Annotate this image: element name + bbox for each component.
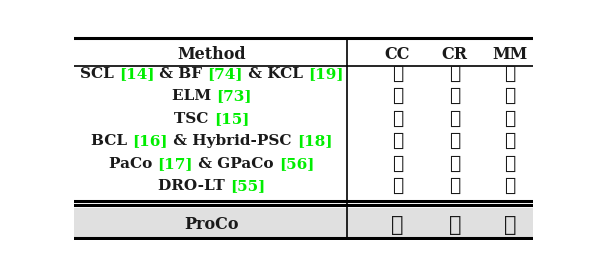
Text: ✓: ✓: [392, 177, 403, 195]
Text: & Hybrid-PSC: & Hybrid-PSC: [168, 134, 297, 148]
Text: ✗: ✗: [392, 87, 403, 105]
Text: & BF: & BF: [154, 67, 208, 81]
Text: ✗: ✗: [449, 65, 461, 83]
Text: [73]: [73]: [216, 89, 252, 103]
Text: TSC: TSC: [174, 112, 214, 126]
Text: ✗: ✗: [504, 132, 516, 150]
Text: ✓: ✓: [449, 215, 461, 235]
Text: SCL: SCL: [79, 67, 118, 81]
Text: [16]: [16]: [133, 134, 168, 148]
Text: ✗: ✗: [504, 65, 516, 83]
Text: [14]: [14]: [118, 67, 154, 81]
Text: ProCo: ProCo: [184, 216, 239, 233]
Bar: [74, 208, 533, 240]
Text: ✓: ✓: [504, 155, 516, 173]
Text: [74]: [74]: [208, 67, 243, 81]
Text: [18]: [18]: [297, 134, 332, 148]
Text: ✗: ✗: [449, 132, 461, 150]
Text: ✗: ✗: [504, 177, 516, 195]
Text: & KCL: & KCL: [243, 67, 308, 81]
Text: [56]: [56]: [279, 157, 314, 171]
Text: ✗: ✗: [449, 155, 461, 173]
Text: & GPaCo: & GPaCo: [193, 157, 279, 171]
Text: ✗: ✗: [504, 110, 516, 128]
Text: DRO-LT: DRO-LT: [158, 179, 230, 193]
Text: [15]: [15]: [214, 112, 249, 126]
Text: ✓: ✓: [449, 177, 461, 195]
Text: ✓: ✓: [449, 110, 461, 128]
Text: [17]: [17]: [157, 157, 193, 171]
Text: ✓: ✓: [392, 132, 403, 150]
Text: CC: CC: [385, 46, 410, 63]
Text: Method: Method: [178, 46, 246, 63]
Text: ✓: ✓: [504, 215, 516, 235]
Text: ELM: ELM: [172, 89, 216, 103]
Text: BCL: BCL: [91, 134, 133, 148]
Text: ✗: ✗: [449, 87, 461, 105]
Text: [19]: [19]: [308, 67, 344, 81]
Text: PaCo: PaCo: [109, 157, 157, 171]
Text: CR: CR: [442, 46, 468, 63]
Text: ✓: ✓: [504, 87, 516, 105]
Text: ✓: ✓: [392, 155, 403, 173]
Text: ✓: ✓: [391, 215, 404, 235]
Text: MM: MM: [492, 46, 527, 63]
Text: ✓: ✓: [392, 110, 403, 128]
Text: [55]: [55]: [230, 179, 265, 193]
Text: ✗: ✗: [392, 65, 403, 83]
